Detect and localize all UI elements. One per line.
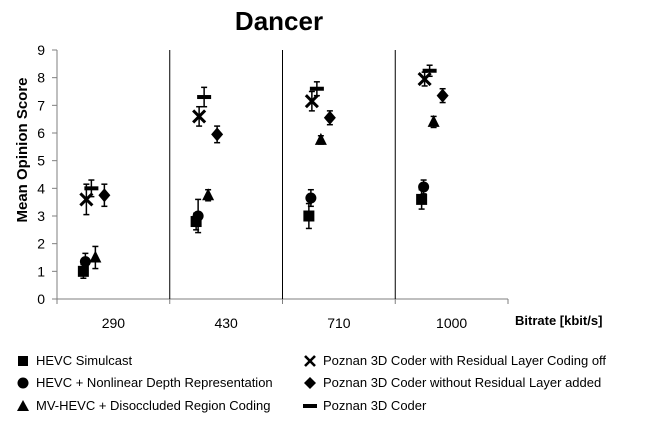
x-tick-label-1000: 1000: [436, 315, 467, 331]
data-point-diamond: [98, 188, 111, 203]
y-axis-label: Mean Opinion Score: [14, 77, 31, 222]
y-tick-label-2: 2: [37, 236, 45, 252]
data-point-x: [79, 192, 94, 207]
legend-item: Poznan 3D Coder with Residual Layer Codi…: [303, 353, 606, 368]
data-marks: [77, 64, 449, 279]
y-tick-label-8: 8: [37, 70, 45, 86]
data-point-triangle: [202, 188, 215, 201]
legend-item: Poznan 3D Coder without Residual Layer a…: [303, 375, 601, 390]
y-tick-label-4: 4: [37, 180, 45, 196]
x-tick-label-430: 430: [214, 315, 238, 331]
y-tick-label-5: 5: [37, 153, 45, 169]
data-point-square: [416, 193, 428, 205]
legend-marker-diamond-icon: [303, 376, 317, 390]
data-point-dash: [422, 68, 437, 73]
legend-marker-triangle-icon: [16, 399, 30, 413]
data-point-x: [192, 109, 207, 124]
data-point-x: [417, 71, 432, 87]
data-point-triangle: [89, 250, 102, 263]
legend-marker-circle-icon: [16, 376, 30, 390]
data-point-triangle: [314, 132, 327, 145]
y-tick-label-0: 0: [37, 291, 45, 307]
legend-label: HEVC + Nonlinear Depth Representation: [36, 375, 273, 390]
legend-marker-x-icon: [303, 354, 317, 368]
legend-item: HEVC + Nonlinear Depth Representation: [16, 375, 273, 390]
y-tick-label-3: 3: [37, 208, 45, 224]
data-point-square: [190, 216, 202, 228]
data-point-dash: [197, 95, 212, 100]
legend-item: HEVC Simulcast: [16, 353, 132, 368]
legend-item: MV-HEVC + Disoccluded Region Coding: [16, 398, 270, 413]
data-point-dash: [309, 86, 324, 91]
data-point-dash: [84, 186, 99, 191]
legend-label: Poznan 3D Coder: [323, 398, 427, 413]
data-point-triangle: [427, 114, 440, 127]
data-point-circle: [192, 210, 204, 222]
x-axis-label: Bitrate [kbit/s]: [515, 313, 602, 328]
y-tick-label-6: 6: [37, 125, 45, 141]
data-point-diamond: [211, 127, 224, 142]
legend-item: Poznan 3D Coder: [303, 398, 426, 413]
data-point-square: [303, 210, 315, 222]
legend-label: MV-HEVC + Disoccluded Region Coding: [36, 398, 271, 413]
y-tick-label-1: 1: [37, 263, 45, 279]
data-point-circle: [418, 181, 430, 193]
legend-marker-square-icon: [16, 354, 30, 368]
data-point-square: [77, 265, 89, 277]
data-point-x: [304, 94, 319, 109]
data-point-diamond: [436, 88, 449, 103]
legend-label: HEVC Simulcast: [36, 353, 133, 368]
y-tick-label-7: 7: [37, 97, 45, 113]
axes: 0 1 2 3 4 5 6 7 8 9 290 430 710 1000: [37, 42, 509, 331]
data-point-circle: [79, 256, 91, 268]
x-tick-label-290: 290: [102, 315, 126, 331]
data-point-diamond: [323, 110, 336, 125]
y-tick-label-9: 9: [37, 42, 45, 58]
legend-label: Poznan 3D Coder with Residual Layer Codi…: [323, 353, 607, 368]
legend-label: Poznan 3D Coder without Residual Layer a…: [323, 375, 602, 390]
data-point-circle: [305, 192, 317, 204]
legend-marker-dash-icon: [303, 399, 317, 413]
x-tick-label-710: 710: [327, 315, 351, 331]
chart-title: Dancer: [235, 6, 323, 36]
